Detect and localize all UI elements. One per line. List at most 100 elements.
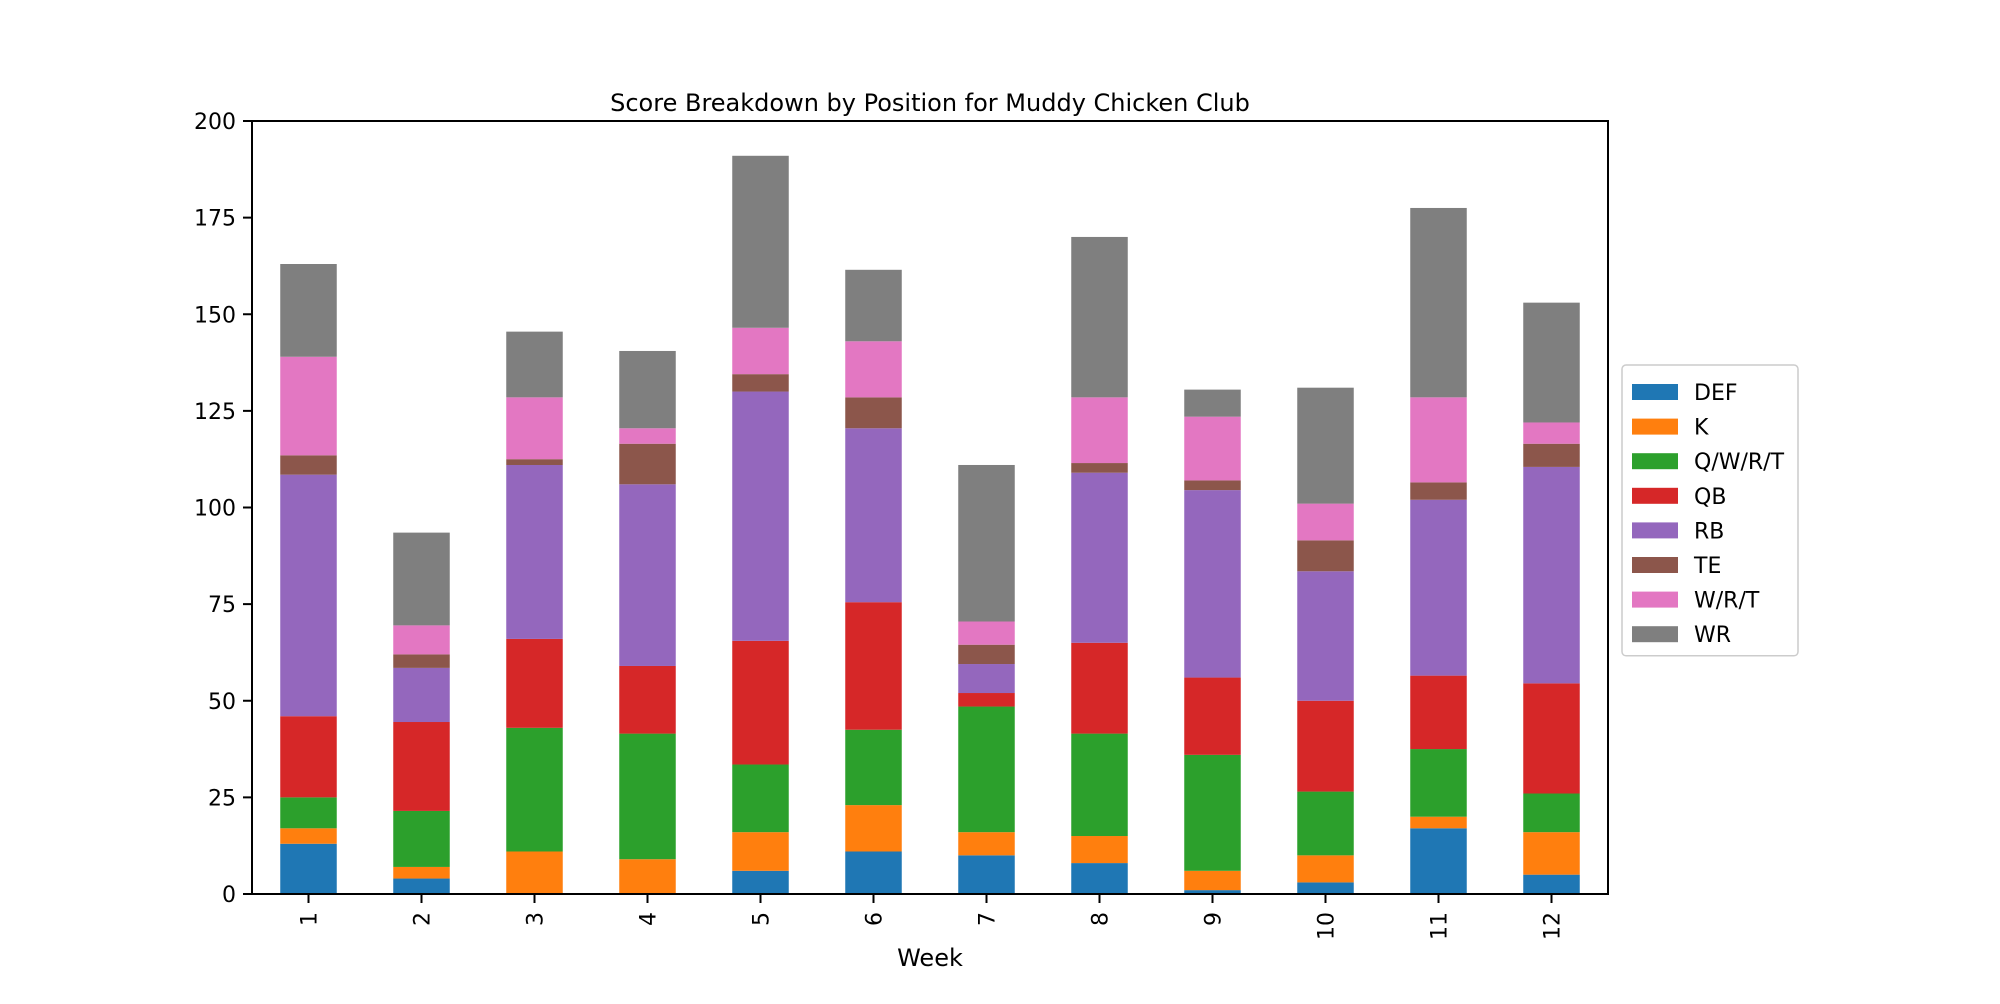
- bar-segment-rb-week-9: [1184, 490, 1241, 678]
- bar-segment-def-week-6: [845, 851, 902, 894]
- bar-segment-k-week-8: [1071, 836, 1128, 864]
- bar-segment-def-week-2: [393, 878, 450, 894]
- bar-segment-def-week-1: [280, 843, 337, 894]
- bar-segment-k-week-12: [1523, 832, 1580, 875]
- legend-swatch-k: [1632, 418, 1678, 435]
- y-tick-label: 75: [208, 593, 236, 618]
- bar-segment-rb-week-4: [619, 484, 676, 666]
- y-tick-label: 25: [208, 786, 236, 811]
- bar-segment-qb-week-7: [958, 693, 1015, 707]
- bar-segment-te-week-2: [393, 654, 450, 668]
- bar-segment-te-week-9: [1184, 480, 1241, 491]
- bar-segment-k-week-2: [393, 866, 450, 879]
- bar-segment-q-w-r-t-week-11: [1410, 749, 1467, 817]
- bar-segment-w-r-t-week-7: [958, 621, 1015, 645]
- bar-segment-te-week-6: [845, 397, 902, 429]
- bar-segment-q-w-r-t-week-1: [280, 797, 337, 829]
- legend-label-k: K: [1694, 416, 1709, 441]
- bar-segment-te-week-4: [619, 443, 676, 485]
- bar-segment-te-week-10: [1297, 540, 1354, 572]
- y-tick-label: 125: [194, 400, 236, 425]
- y-tick-label: 200: [194, 110, 236, 135]
- legend-swatch-rb: [1632, 522, 1678, 539]
- bar-segment-wr-week-8: [1071, 236, 1128, 398]
- x-tick-label: 1: [298, 912, 323, 926]
- bar-segment-wr-week-5: [732, 155, 789, 328]
- bar-segment-rb-week-1: [280, 474, 337, 717]
- bar-segment-te-week-12: [1523, 443, 1580, 467]
- legend-label-def: DEF: [1694, 381, 1738, 406]
- bar-segment-rb-week-7: [958, 664, 1015, 694]
- legend-swatch-wr: [1632, 626, 1678, 643]
- x-tick-label: 2: [411, 912, 436, 926]
- legend-swatch-qb: [1632, 487, 1678, 504]
- y-tick-label: 0: [222, 883, 236, 908]
- x-tick-label: 11: [1428, 912, 1453, 940]
- y-tick-label: 50: [208, 690, 236, 715]
- bar-segment-te-week-1: [280, 455, 337, 475]
- bar-segment-k-week-7: [958, 832, 1015, 856]
- x-tick-label: 5: [750, 912, 775, 926]
- bar-segment-q-w-r-t-week-4: [619, 733, 676, 860]
- bar-segment-q-w-r-t-week-8: [1071, 733, 1128, 837]
- bar-segment-wr-week-9: [1184, 389, 1241, 417]
- bar-segment-rb-week-5: [732, 391, 789, 641]
- bar-segment-qb-week-5: [732, 640, 789, 765]
- legend-label-te: TE: [1693, 554, 1721, 579]
- bar-segment-w-r-t-week-4: [619, 428, 676, 444]
- legend-swatch-q-w-r-t: [1632, 453, 1678, 470]
- bar-segment-k-week-5: [732, 832, 789, 871]
- x-tick-label: 7: [976, 912, 1001, 926]
- bar-segment-q-w-r-t-week-3: [506, 727, 563, 852]
- x-tick-label: 3: [524, 912, 549, 926]
- bar-segment-w-r-t-week-6: [845, 341, 902, 398]
- x-tick-label: 9: [1202, 912, 1227, 926]
- bar-segment-wr-week-2: [393, 532, 450, 626]
- bar-segment-rb-week-6: [845, 428, 902, 603]
- bar-segment-wr-week-3: [506, 331, 563, 398]
- legend-swatch-te: [1632, 557, 1678, 573]
- legend-label-w-r-t: W/R/T: [1694, 589, 1760, 614]
- legend-swatch-w-r-t: [1632, 591, 1678, 608]
- x-axis-title: Week: [897, 944, 963, 972]
- bar-segment-rb-week-2: [393, 667, 450, 723]
- legend-label-rb: RB: [1694, 519, 1724, 544]
- x-tick-label: 4: [637, 912, 662, 926]
- bar-segment-rb-week-3: [506, 464, 563, 639]
- bar-segment-wr-week-10: [1297, 387, 1354, 504]
- bar-segment-q-w-r-t-week-2: [393, 810, 450, 867]
- bar-segment-k-week-10: [1297, 855, 1354, 883]
- bar-segment-q-w-r-t-week-12: [1523, 793, 1580, 833]
- bar-segment-w-r-t-week-2: [393, 625, 450, 655]
- bar-segment-wr-week-4: [619, 350, 676, 429]
- chart-title: Score Breakdown by Position for Muddy Ch…: [610, 89, 1250, 117]
- bar-segment-rb-week-11: [1410, 499, 1467, 676]
- bar-segment-qb-week-6: [845, 602, 902, 730]
- bar-segment-q-w-r-t-week-10: [1297, 791, 1354, 856]
- bar-segment-qb-week-8: [1071, 642, 1128, 734]
- bar-segment-def-week-10: [1297, 882, 1354, 894]
- legend-frame: [1621, 364, 1799, 657]
- bar-segment-te-week-11: [1410, 482, 1467, 500]
- bar-segment-wr-week-1: [280, 264, 337, 357]
- bar-segment-w-r-t-week-9: [1184, 416, 1241, 481]
- y-tick-label: 150: [194, 303, 236, 328]
- bar-segment-k-week-1: [280, 828, 337, 844]
- y-tick-label: 175: [194, 207, 236, 232]
- bar-segment-qb-week-2: [393, 722, 450, 811]
- bar-segment-w-r-t-week-11: [1410, 397, 1467, 483]
- bar-segment-rb-week-12: [1523, 466, 1580, 684]
- bar-segment-wr-week-7: [958, 464, 1015, 622]
- x-tick-label: 6: [863, 912, 888, 926]
- bar-segment-te-week-3: [506, 459, 563, 465]
- legend-label-wr: WR: [1694, 623, 1731, 648]
- bar-segment-w-r-t-week-1: [280, 356, 337, 456]
- bar-segment-w-r-t-week-10: [1297, 503, 1354, 541]
- bar-segment-rb-week-10: [1297, 571, 1354, 701]
- bar-segment-k-week-4: [619, 859, 676, 894]
- x-tick-label: 8: [1089, 912, 1114, 926]
- bar-segment-def-week-11: [1410, 828, 1467, 894]
